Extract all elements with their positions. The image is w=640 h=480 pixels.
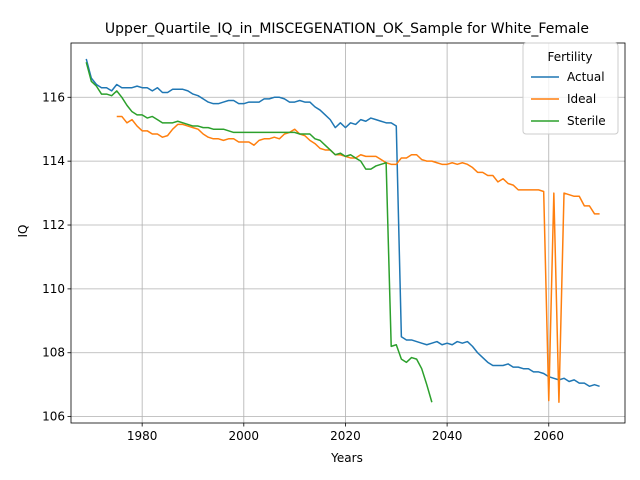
plot-frame	[70, 42, 626, 424]
y-tick-label: 106	[42, 410, 65, 424]
axis-ticks: 1980 2000 2020 2040 2060 106 108 110 112 114 116	[42, 90, 564, 443]
x-axis-label: Years	[330, 451, 363, 465]
chart-title: Upper_Quartile_IQ_in_MISCEGENATION_OK_Sa…	[105, 21, 589, 37]
y-tick-label: 110	[42, 282, 65, 296]
legend-label-sterile: Sterile	[567, 114, 606, 128]
y-tick-label: 114	[42, 154, 65, 168]
grid	[71, 43, 625, 423]
y-tick-label: 116	[42, 90, 65, 104]
legend: Fertility Actual Ideal Sterile	[522, 42, 619, 135]
legend-label-actual: Actual	[567, 70, 605, 84]
y-tick-label: 108	[42, 346, 65, 360]
legend-title: Fertility	[547, 50, 592, 64]
legend-box	[522, 42, 619, 135]
x-tick-label: 2020	[330, 429, 361, 443]
x-tick-label: 2000	[229, 429, 260, 443]
x-tick-label: 2040	[432, 429, 463, 443]
y-tick-label: 112	[42, 218, 65, 232]
legend-label-ideal: Ideal	[567, 92, 596, 106]
x-tick-label: 1980	[127, 429, 158, 443]
series-line-sterile	[85, 61, 433, 403]
y-axis-label: IQ	[16, 225, 30, 238]
series-line-actual	[85, 58, 600, 388]
x-tick-label: 2060	[533, 429, 564, 443]
series-layer	[85, 58, 600, 403]
series-line-ideal	[116, 115, 600, 403]
